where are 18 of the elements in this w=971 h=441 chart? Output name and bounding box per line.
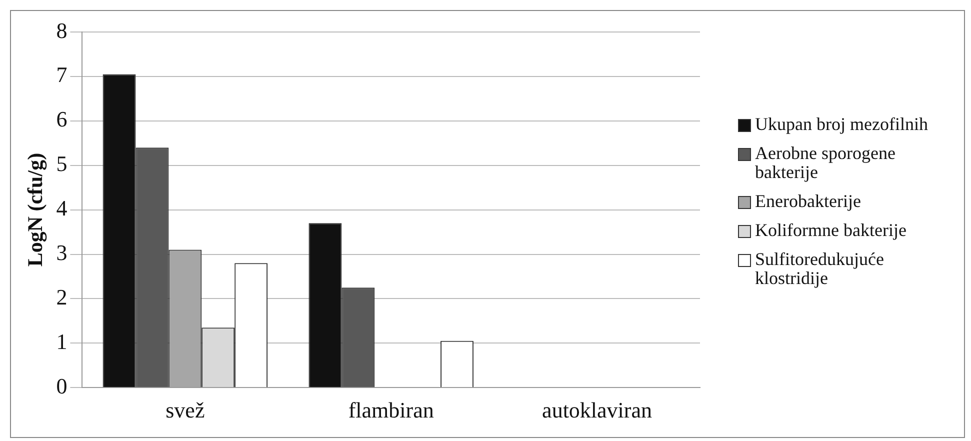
y-tick-label: 2 [56,284,68,310]
y-tick-label: 3 [56,240,68,266]
y-tick-label: 8 [56,18,68,43]
x-tick-label: svež [166,398,205,423]
y-axis-title: LogN (cfu/g) [23,152,48,267]
y-tick-label: 1 [56,328,68,354]
y-tick-label: 7 [56,62,68,88]
text: Sulfitoredukujuće klostridije [755,249,885,288]
x-tick-label: flambiran [348,398,434,423]
y-tick-label: 0 [56,373,68,398]
y-tick-label: 5 [56,151,68,176]
y-tick-label: 6 [56,106,68,132]
y-tick-label: 4 [56,196,68,221]
x-tick-label: autoklaviran [542,398,652,423]
legend-label: Aerobne sporogene bakterije [755,143,896,182]
legend-label: Koliformne bakterije [755,220,906,240]
legend-label: Ukupan broj mezofilnih [755,114,928,134]
legend-label: Enerobakterije [755,191,861,211]
